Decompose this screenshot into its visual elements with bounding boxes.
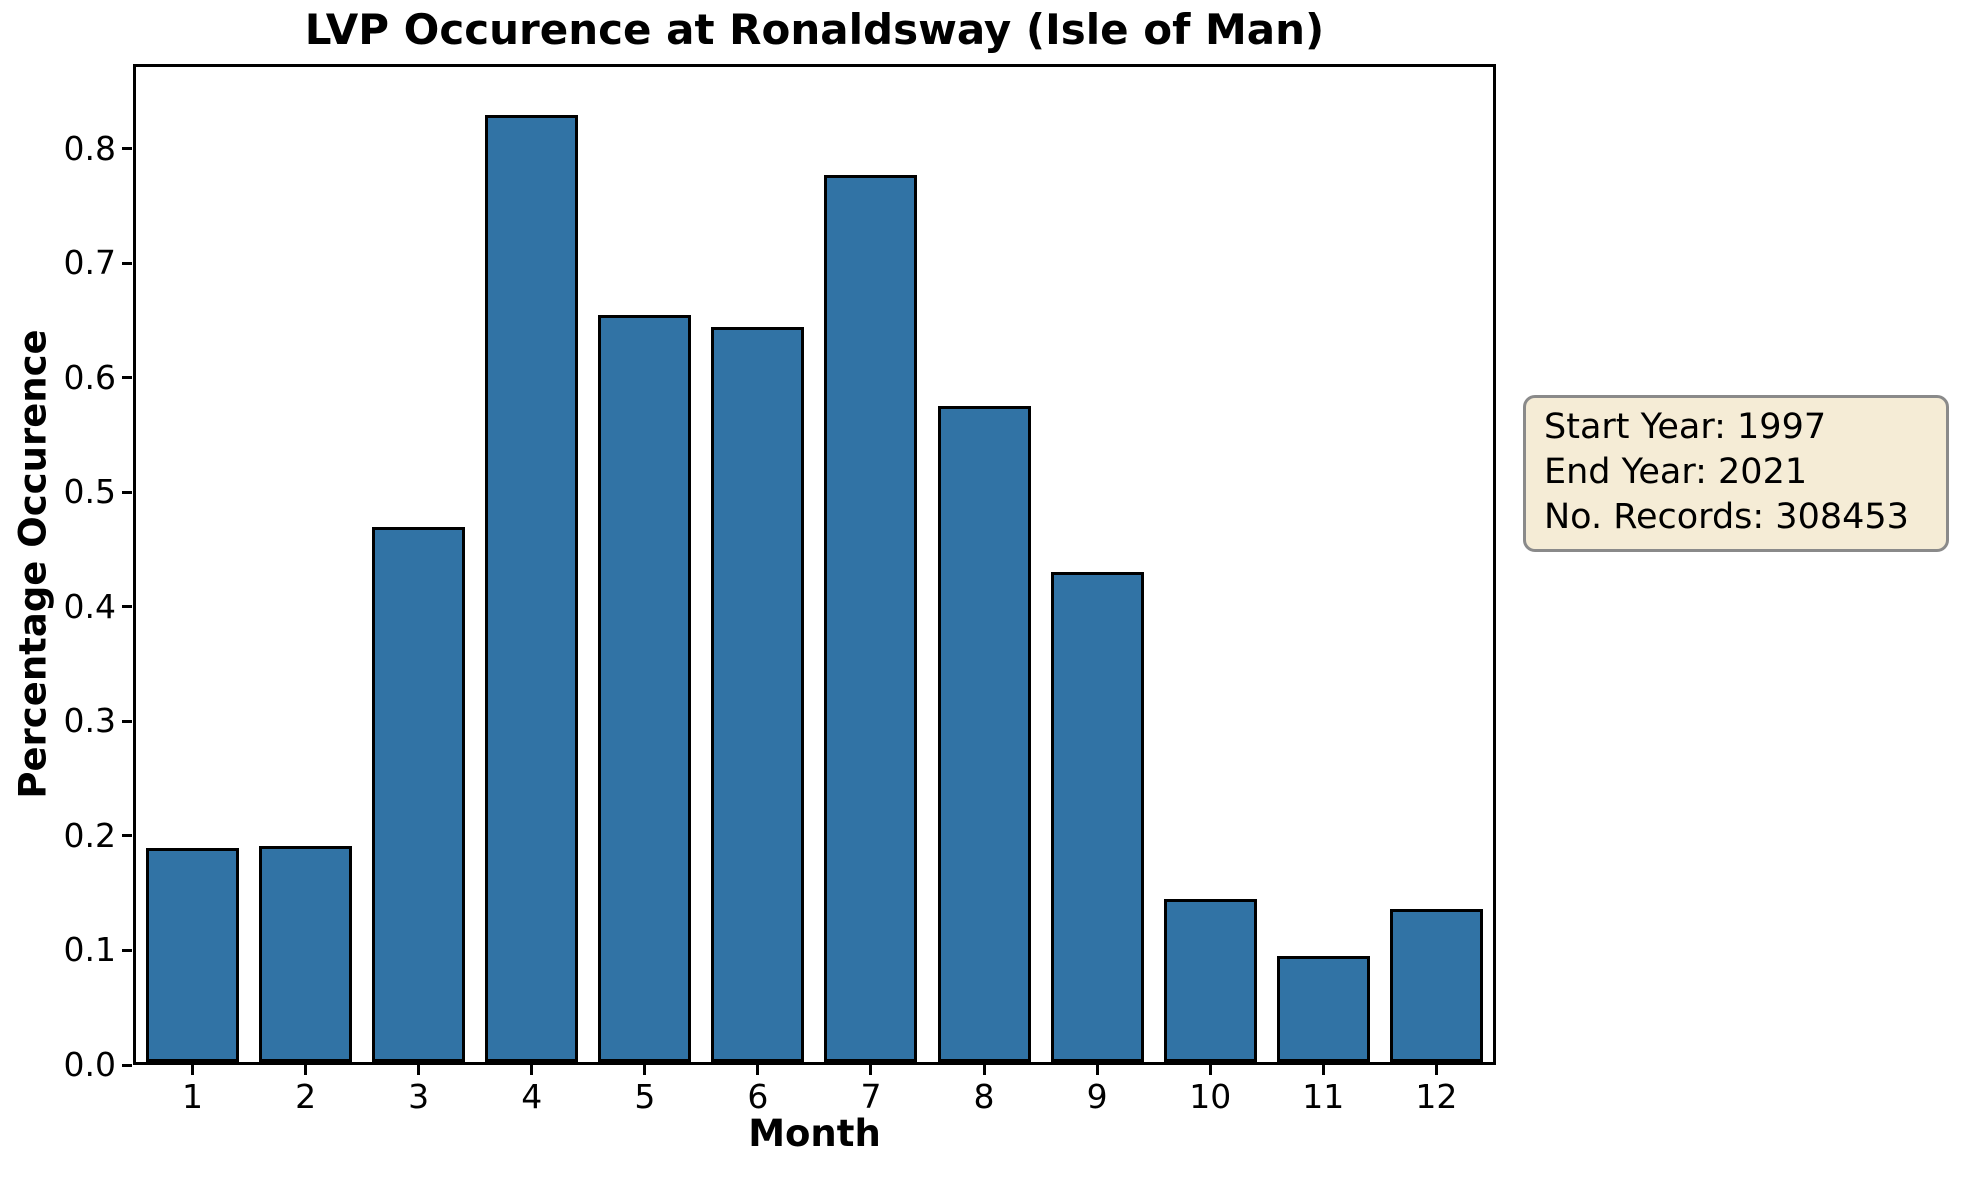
x-axis-ticks: 1 2 3 4 5 6 7 8 9 10 11 12 [146, 1065, 1483, 1115]
x-tick-cell-8: 8 [938, 1065, 1031, 1115]
x-tick-cell-6: 6 [711, 1065, 804, 1115]
bar-month-10 [1163, 899, 1257, 1062]
x-tick-label-5: 5 [634, 1077, 656, 1116]
x-tick-mark-3 [417, 1065, 421, 1075]
y-tick-mark-0.6 [122, 376, 132, 380]
bar-month-9 [1050, 572, 1144, 1062]
y-tick-mark-0.2 [122, 834, 132, 838]
bar-month-1 [146, 847, 239, 1062]
x-tick-label-7: 7 [860, 1077, 882, 1116]
info-line-start-year: Start Year: 1997 [1544, 407, 1827, 447]
plot-area [133, 64, 1496, 1065]
x-tick-cell-5: 5 [598, 1065, 691, 1115]
x-tick-label-10: 10 [1189, 1077, 1232, 1116]
x-tick-cell-3: 3 [372, 1065, 465, 1115]
x-tick-cell-1: 1 [146, 1065, 239, 1115]
bar-month-2 [259, 845, 353, 1062]
x-tick-cell-10: 10 [1164, 1065, 1257, 1115]
x-tick-mark-6 [756, 1065, 760, 1075]
x-tick-label-11: 11 [1302, 1077, 1345, 1116]
x-tick-mark-9 [1095, 1065, 1099, 1075]
bars-container [146, 67, 1483, 1062]
y-tick-mark-0.7 [122, 261, 132, 265]
x-tick-mark-10 [1208, 1065, 1212, 1075]
y-tick-label-0.4: 0.4 [63, 586, 116, 626]
bar-month-3 [372, 526, 466, 1062]
info-box: Start Year: 1997 End Year: 2021 No. Reco… [1523, 395, 1949, 552]
x-tick-cell-2: 2 [259, 1065, 352, 1115]
x-tick-mark-2 [304, 1065, 308, 1075]
x-tick-mark-8 [982, 1065, 986, 1075]
bar-month-7 [824, 175, 918, 1062]
chart-title: LVP Occurence at Ronaldsway (Isle of Man… [304, 5, 1325, 54]
x-tick-mark-7 [869, 1065, 873, 1075]
y-tick-mark-0.8 [122, 147, 132, 151]
x-axis-label: Month [748, 1112, 881, 1155]
bar-month-12 [1389, 909, 1483, 1062]
y-tick-label-0.7: 0.7 [63, 243, 116, 283]
x-tick-label-3: 3 [408, 1077, 430, 1116]
y-tick-label-0.3: 0.3 [63, 701, 116, 741]
x-tick-label-12: 12 [1415, 1077, 1458, 1116]
x-tick-cell-4: 4 [485, 1065, 578, 1115]
x-tick-label-9: 9 [1086, 1077, 1108, 1116]
x-tick-cell-11: 11 [1277, 1065, 1370, 1115]
x-tick-label-2: 2 [295, 1077, 317, 1116]
x-tick-label-4: 4 [521, 1077, 543, 1116]
y-tick-label-0.0: 0.0 [63, 1045, 116, 1084]
x-tick-label-8: 8 [973, 1077, 995, 1116]
x-tick-mark-4 [530, 1065, 534, 1075]
y-tick-mark-0.5 [122, 490, 132, 494]
x-tick-cell-7: 7 [824, 1065, 917, 1115]
y-tick-mark-0.4 [122, 605, 132, 609]
x-tick-mark-1 [191, 1065, 194, 1075]
x-tick-label-6: 6 [747, 1077, 769, 1116]
y-tick-label-0.2: 0.2 [63, 815, 116, 855]
x-tick-mark-5 [643, 1065, 647, 1075]
info-line-records: No. Records: 308453 [1544, 497, 1909, 537]
y-tick-mark-0.0 [122, 1063, 132, 1067]
y-tick-mark-0.1 [122, 948, 132, 952]
x-tick-cell-12: 12 [1390, 1065, 1483, 1115]
x-tick-mark-11 [1321, 1065, 1325, 1075]
y-tick-label-0.6: 0.6 [63, 357, 116, 397]
y-tick-mark-0.3 [122, 719, 132, 723]
y-tick-label-0.8: 0.8 [63, 128, 116, 168]
bar-month-5 [598, 315, 692, 1062]
bar-month-11 [1276, 956, 1370, 1062]
x-tick-label-1: 1 [182, 1077, 203, 1116]
bar-month-8 [937, 406, 1031, 1062]
y-tick-label-0.5: 0.5 [63, 472, 116, 512]
x-tick-mark-12 [1434, 1065, 1438, 1075]
bar-month-6 [711, 326, 805, 1062]
info-line-end-year: End Year: 2021 [1544, 452, 1808, 492]
x-tick-cell-9: 9 [1051, 1065, 1144, 1115]
bar-month-4 [485, 114, 579, 1062]
y-tick-label-0.1: 0.1 [63, 930, 116, 970]
